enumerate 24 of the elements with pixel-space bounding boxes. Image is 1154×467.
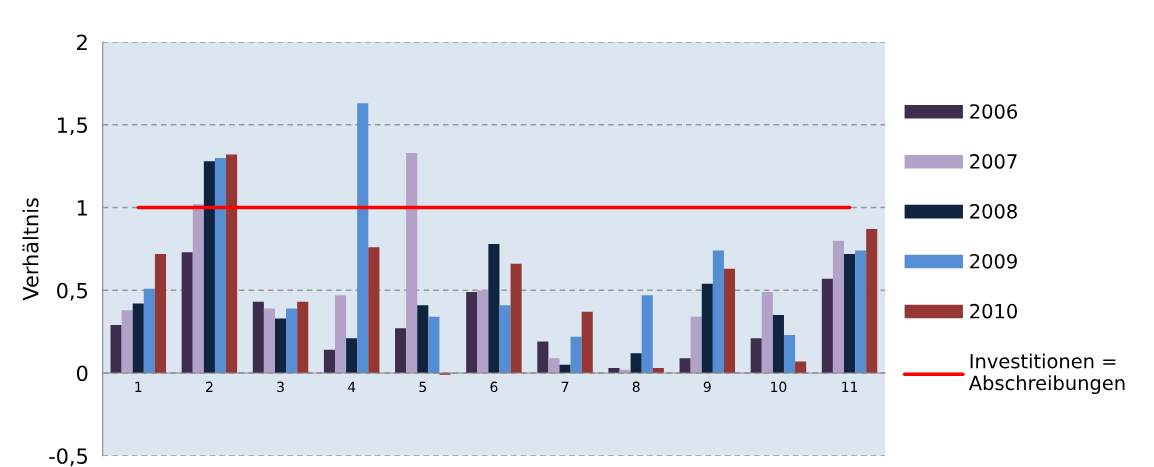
y-tick-label: 2	[77, 34, 87, 50]
legend-label: 2006	[970, 104, 1018, 119]
y-tick-label: 0	[76, 365, 88, 382]
legend-label: Investitionen = Abschreibungen	[968, 353, 1125, 395]
x-tick-label: 3	[277, 381, 284, 393]
y-tick-label: 0,5	[57, 282, 87, 301]
x-tick-label: 4	[347, 381, 356, 392]
x-tick-label: 1	[135, 381, 142, 392]
x-tick-label: 2	[206, 381, 213, 392]
legend-label: 2009	[970, 253, 1017, 269]
legend-label: 2010	[970, 303, 1017, 319]
x-tick-label: 6	[490, 381, 498, 393]
x-tick-label: 11	[842, 381, 858, 392]
legend-label: 2007	[970, 154, 1017, 169]
y-tick-label: 1	[77, 200, 87, 216]
y-axis-title: Verhältnis	[22, 198, 39, 301]
x-tick-label: 10	[771, 381, 787, 393]
x-tick-label: 9	[703, 381, 711, 393]
legend-label: 2008	[970, 203, 1017, 219]
x-tick-label: 8	[632, 381, 640, 393]
y-tick-label: -0,5	[49, 448, 87, 467]
x-tick-label: 7	[561, 381, 569, 392]
x-tick-label: 5	[419, 381, 426, 393]
y-tick-label: 1,5	[57, 117, 87, 136]
